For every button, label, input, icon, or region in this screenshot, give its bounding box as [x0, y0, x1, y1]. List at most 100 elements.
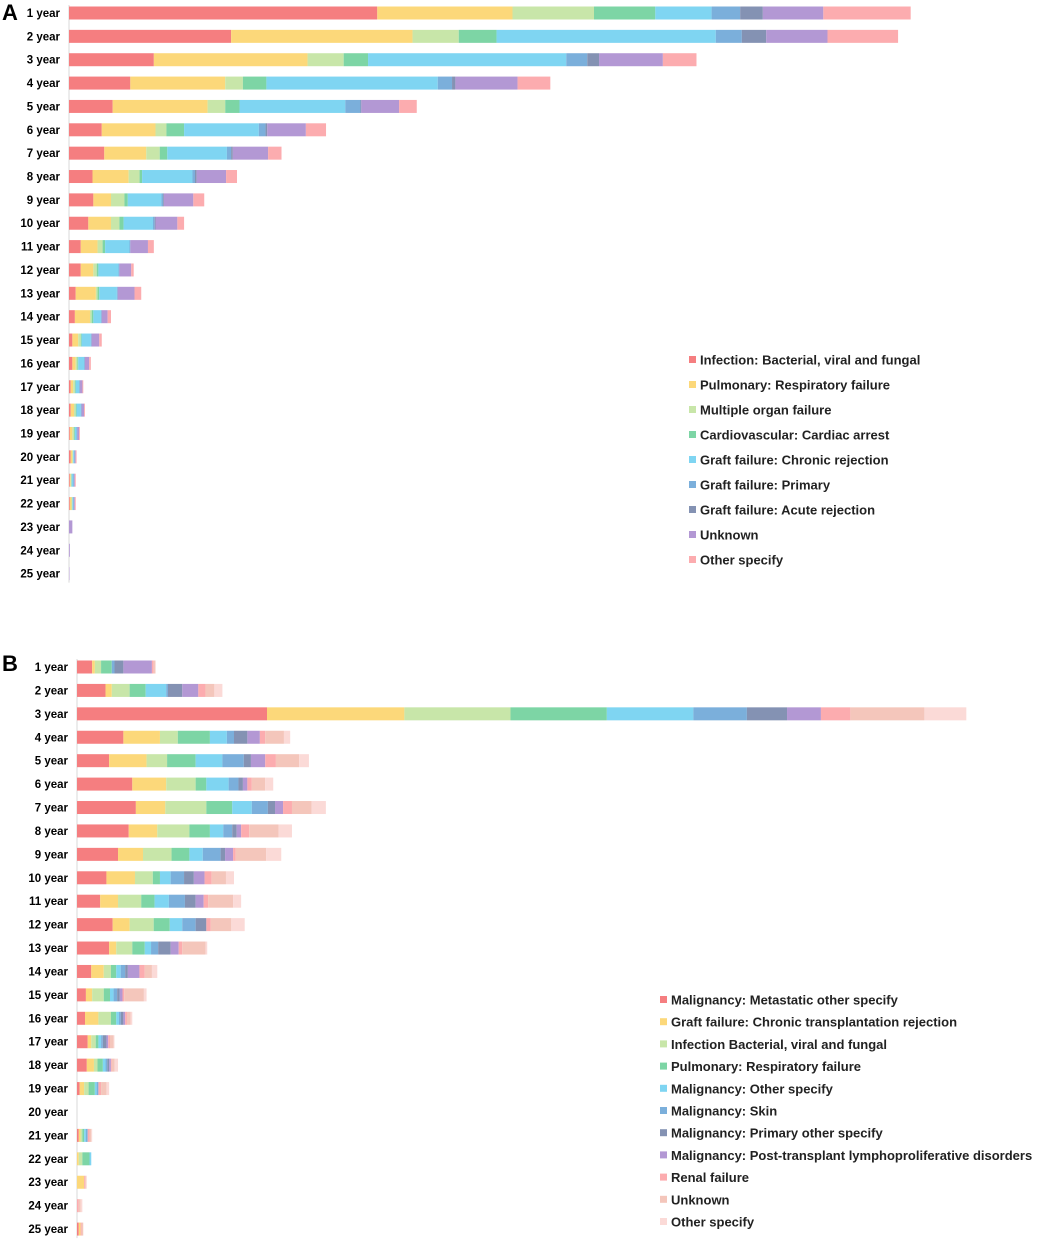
panel-b-bar-segment	[278, 824, 292, 838]
panel-b-bar-segment	[167, 683, 183, 697]
panel-b-bar-segment	[170, 941, 179, 955]
panel-b-bar-segment	[113, 988, 118, 1002]
panel-a-category-label: 5 year	[27, 101, 61, 113]
panel-a-bar-segment	[139, 170, 143, 184]
panel-a-category-label: 13 year	[20, 288, 60, 300]
panel-a-bar-segment	[111, 216, 120, 230]
panel-b-legend-label: Unknown	[671, 1192, 730, 1207]
panel-a-bar-segment	[231, 146, 233, 160]
panel-b-bar-segment	[166, 777, 196, 791]
panel-a-category-label: 8 year	[27, 172, 61, 184]
panel-b-bar-segment	[404, 707, 511, 721]
panel-b-bar-segment	[78, 1222, 81, 1236]
panel-a-bar-segment	[823, 6, 911, 20]
panel-b-bar-segment	[85, 1128, 88, 1142]
panel-b-bar-segment	[80, 1222, 82, 1236]
panel-b-bar-segment	[97, 1058, 103, 1072]
panel-a-bar-segment	[77, 426, 80, 440]
panel-a-bar-segment	[119, 216, 124, 230]
panel-b-bar-segment	[182, 941, 206, 955]
panel-b-bar-segment	[189, 824, 210, 838]
panel-a-bar-segment	[267, 123, 306, 137]
panel-b-bar-segment	[232, 824, 237, 838]
panel-a-bar-segment	[70, 473, 72, 487]
panel-a-legend-label: Other specify	[700, 553, 784, 568]
panel-a-bar-segment	[740, 6, 763, 20]
panel-b-category-label: 2 year	[35, 685, 69, 697]
panel-b-bar-segment	[103, 988, 110, 1002]
panel-a-bar-segment	[226, 170, 237, 184]
panel-b-bar-segment	[77, 941, 110, 955]
panel-b-bar-segment	[105, 683, 112, 697]
panel-a-bar-segment	[93, 263, 97, 277]
panel-b-bar-segment	[178, 941, 183, 955]
panel-b-bar-segment	[114, 1058, 119, 1072]
panel-a-bar-segment	[80, 333, 82, 347]
panel-b-category-label: 6 year	[35, 779, 69, 791]
panel-b-bar-segment	[77, 871, 107, 885]
panel-a-bar-segment	[91, 310, 94, 324]
panel-b-bar-segment	[86, 1058, 94, 1072]
panel-b-bar-segment	[139, 964, 145, 978]
panel-b-bar-segment	[118, 847, 144, 861]
panel-b-bar-segment	[225, 847, 234, 861]
panel-a-bar-segment	[74, 473, 76, 487]
panel-b-bar-segment	[153, 660, 156, 674]
panel-b-bar-segment	[265, 730, 284, 744]
panel-b-bar-segment	[107, 1058, 110, 1072]
panel-b-bar-segment	[124, 988, 144, 1002]
panel-b-legend-label: Renal failure	[671, 1170, 749, 1185]
panel-b-bar-segment	[144, 941, 152, 955]
panel-b-bar-segment	[108, 1035, 110, 1049]
panel-a-legend-label: Infection: Bacterial, viral and fungal	[700, 353, 920, 368]
panel-b-bar-segment	[233, 847, 236, 861]
panel-b-bar-segment	[924, 707, 967, 721]
panel-b-bar-segment	[91, 1035, 96, 1049]
panel-b-category-label: 25 year	[28, 1224, 68, 1236]
panel-a-bar-segment	[146, 146, 160, 160]
panel-a-category-label: 16 year	[20, 358, 60, 370]
panel-b-bar-segment	[92, 660, 95, 674]
panel-b-category-label: 10 year	[28, 873, 68, 885]
panel-a-bar-segment	[655, 6, 712, 20]
panel-b-bar-segment	[222, 754, 244, 768]
panel-a-bar-segment	[345, 99, 361, 113]
panel-b-bar-segment	[143, 847, 172, 861]
panel-a-bar-segment	[69, 473, 71, 487]
panel-b-bar-segment	[77, 1035, 88, 1049]
panel-a-bar-segment	[69, 263, 81, 277]
panel-b-bar-segment	[101, 1082, 107, 1096]
panel-b-bar-segment	[91, 1128, 93, 1142]
panel-b-legend-swatch	[660, 996, 667, 1003]
panel-b-bar-segment	[209, 824, 224, 838]
panel-b-bar-segment	[118, 1011, 121, 1025]
panel-b-bar-segment	[132, 777, 167, 791]
panel-a-legend-swatch	[689, 506, 696, 513]
panel-b-bar-segment	[85, 1175, 87, 1189]
panel-a-bar-segment	[84, 403, 85, 417]
panel-b-bar-segment	[122, 988, 125, 1002]
panel-a-bar-segment	[73, 450, 75, 464]
panel-a-category-label: 10 year	[20, 218, 60, 230]
panel-a-bar-segment	[715, 29, 742, 43]
panel-a-bar-segment	[594, 6, 656, 20]
panel-a-bar-segment	[97, 240, 103, 254]
panel-b-bar-segment	[111, 1058, 115, 1072]
panel-b-bar-segment	[169, 918, 183, 932]
panel-b-bar-segment	[88, 1082, 95, 1096]
panel-a-bar-segment	[455, 76, 518, 90]
panel-b-bar-segment	[168, 894, 185, 908]
panel-b-bar-segment	[110, 988, 114, 1002]
panel-b-bar-segment	[77, 754, 110, 768]
panel-a-bar-segment	[195, 170, 197, 184]
panel-a-bar-segment	[69, 403, 71, 417]
panel-b-bar-segment	[84, 1175, 86, 1189]
panel-a-bar-segment	[69, 520, 73, 534]
panel-a-bar-segment	[163, 193, 164, 207]
panel-b-bar-segment	[109, 754, 147, 768]
panel-b-bar-segment	[116, 964, 121, 978]
panel-a-bar-segment	[69, 6, 378, 20]
panel-b-bar-segment	[275, 801, 284, 815]
panel-b-category-label: 7 year	[35, 803, 69, 815]
panel-b-category-label: 9 year	[35, 849, 69, 861]
